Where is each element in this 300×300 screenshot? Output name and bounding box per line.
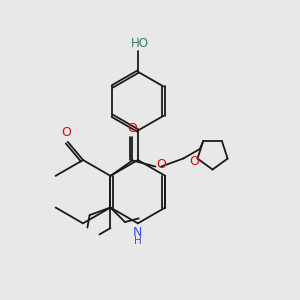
Text: O: O <box>128 122 137 135</box>
Text: HO: HO <box>130 37 148 50</box>
Text: H: H <box>134 236 142 246</box>
Text: N: N <box>133 226 142 239</box>
Text: O: O <box>156 158 166 172</box>
Text: O: O <box>189 155 199 168</box>
Text: O: O <box>61 127 71 140</box>
